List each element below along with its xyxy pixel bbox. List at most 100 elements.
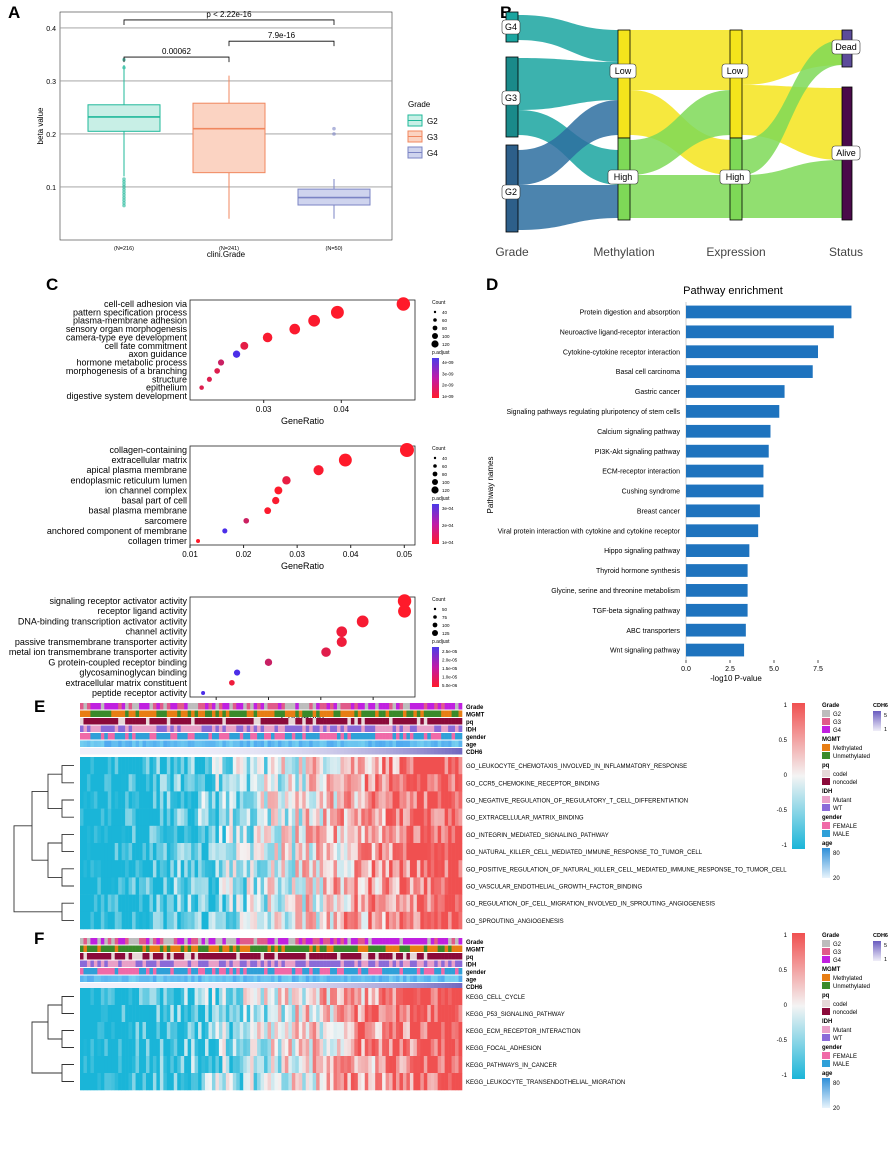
heat-cell [114,877,119,895]
heat-cell [416,1039,421,1057]
heat-annotation-cell [402,953,407,960]
heat-cell [239,825,244,844]
heat-cell [163,1073,168,1091]
heat-annotation-cell [389,938,393,945]
heat-annotation-cell [350,975,355,982]
heat-cell [385,911,390,930]
heat-cell [444,843,449,861]
heat-annotation-cell [437,748,442,755]
heat-annotation-cell [111,703,116,710]
heat-annotation-cell [416,710,421,717]
heat-annotation-cell [86,703,91,710]
heat-annotation-cell [343,725,348,732]
heat-cell [201,1022,206,1040]
heat-annotation-cell [333,945,338,952]
c-dot [397,594,412,608]
heat-annotation-cell [284,710,289,717]
heat-annotation-cell [385,740,390,747]
heat-cell [437,911,442,930]
heat-cell [409,1056,414,1074]
heat-annotation-cell [444,960,449,967]
d-bar [686,643,745,657]
heat-annotation-cell [357,938,362,945]
heat-cell [458,774,463,792]
a-pvalue-label: 7.9e-16 [268,31,296,40]
heat-cell [139,988,143,1006]
heat-cell [218,1056,223,1074]
heat-cell [295,843,300,861]
heat-cell [100,1022,105,1040]
heat-cell [284,1039,289,1057]
heat-cell [225,774,230,792]
heat-cell [302,860,307,878]
heat-cell [281,1056,286,1074]
heat-annotation-cell [198,968,202,975]
heat-annotation-cell [354,725,359,732]
heat-annotation-cell [375,945,379,952]
heat-cell [385,1022,390,1040]
heat-cell [90,1039,95,1057]
heat-annotation-cell [427,953,432,960]
heat-cell [409,1073,414,1091]
c-term-label: collagen-containing [109,445,187,455]
heat-cell [107,911,112,930]
heat-annotation-cell [288,953,293,960]
heat-cell [232,1073,237,1091]
heat-annotation-cell [312,960,317,967]
heat-cell [159,791,164,809]
d-bar [686,424,771,438]
heat-cell [152,843,157,861]
heat-annotation-cell [382,703,386,710]
heat-annotation-cell [305,960,310,967]
heat-cell [378,825,383,844]
heat-annotation-cell [152,718,157,725]
heat-annotation-cell [416,945,421,952]
heat-cell [302,1005,307,1023]
heat-cell [86,825,91,844]
heat-annotation-cell [444,733,449,740]
heat-cell [347,988,352,1006]
heat-cell [427,1039,432,1057]
heat-annotation-cell [319,703,324,710]
heat-annotation-cell [187,710,192,717]
heat-annotation-cell [402,945,407,952]
heat-cell [284,757,289,775]
heat-cell [135,860,140,878]
heat-annotation-cell [354,983,359,990]
heat-cell [253,988,258,1006]
heat-cell [139,1056,143,1074]
heat-cell [298,860,303,878]
heat-annotation-cell [389,983,393,990]
heat-cell [444,911,449,930]
heat-annotation-cell [128,740,133,747]
heat-annotation-cell [354,968,359,975]
heat-cell [142,1022,147,1040]
heat-cell [128,877,133,895]
heat-annotation-cell [416,733,421,740]
heat-cell [225,791,230,809]
heat-annotation-cell [236,960,241,967]
heat-annotation-cell [215,710,220,717]
heat-annotation-cell [239,953,244,960]
heat-cell [257,774,261,792]
heat-annotation-cell [211,710,216,717]
heat-annotation-cell [128,968,133,975]
heat-annotation-cell [232,945,237,952]
heat-cell [343,808,348,827]
heat-cell [298,911,303,930]
heat-annotation-cell [271,703,275,710]
heat-annotation-cell [277,748,282,755]
heat-cell [194,1005,199,1023]
heat-cell [430,808,435,827]
heat-cell [298,843,303,861]
heat-cell [173,894,178,913]
heat-cell [455,825,459,844]
heat-annotation-cell [128,733,133,740]
heat-cell [107,877,112,895]
heat-dendrogram-branch [61,799,74,818]
heat-cell [458,1039,463,1057]
heat-cell [375,877,379,895]
heat-cell [427,774,432,792]
heat-cell [132,1005,136,1023]
heat-annotation-cell [125,938,129,945]
